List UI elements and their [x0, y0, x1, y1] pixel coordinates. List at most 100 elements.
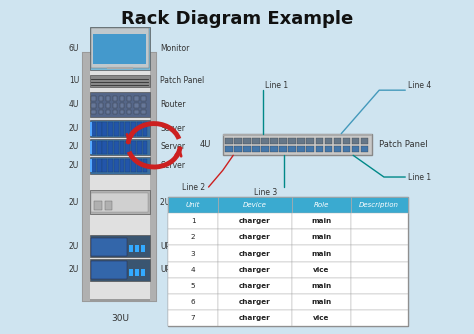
Bar — [91, 122, 96, 136]
Bar — [292, 213, 351, 229]
Bar — [141, 245, 145, 252]
Bar — [234, 138, 242, 144]
Bar — [298, 138, 305, 144]
Bar — [279, 138, 287, 144]
Bar — [90, 141, 92, 154]
Bar — [252, 138, 260, 144]
Text: 2U Tape Drive: 2U Tape Drive — [160, 198, 213, 206]
Bar — [351, 197, 408, 213]
Bar — [119, 96, 124, 101]
Bar — [352, 138, 359, 144]
Bar — [292, 229, 351, 245]
Bar — [168, 262, 218, 278]
Text: charger: charger — [239, 218, 271, 224]
Text: Line 3: Line 3 — [254, 188, 277, 196]
Bar — [361, 138, 368, 144]
Bar — [143, 159, 147, 172]
Text: main: main — [311, 234, 331, 240]
Bar — [261, 146, 269, 152]
Text: 3: 3 — [191, 250, 195, 257]
Text: 2U: 2U — [69, 124, 79, 133]
Text: 2U: 2U — [69, 198, 79, 206]
Bar — [90, 92, 150, 117]
Bar — [298, 146, 305, 152]
Bar — [223, 134, 372, 155]
Bar — [91, 110, 96, 114]
Bar — [99, 96, 103, 101]
Bar — [351, 213, 408, 229]
Bar — [168, 229, 218, 245]
Bar — [113, 103, 118, 108]
Bar — [97, 122, 101, 136]
Bar — [90, 159, 92, 172]
Bar — [119, 122, 125, 136]
Text: Rack Diagram Example: Rack Diagram Example — [121, 10, 353, 28]
Bar — [91, 261, 127, 279]
Bar — [292, 197, 351, 213]
Bar — [119, 141, 125, 154]
Bar — [90, 139, 150, 155]
Bar — [316, 138, 323, 144]
Bar — [351, 310, 408, 326]
Bar — [352, 146, 359, 152]
Bar — [114, 141, 118, 154]
Bar — [243, 146, 251, 152]
Text: 2: 2 — [191, 234, 195, 240]
Bar — [168, 310, 218, 326]
Bar — [218, 262, 292, 278]
Bar — [143, 122, 147, 136]
Bar — [243, 138, 251, 144]
Bar — [168, 197, 408, 326]
Text: 4: 4 — [191, 267, 195, 273]
Bar — [83, 53, 90, 301]
Bar — [119, 110, 124, 114]
Text: Line 1: Line 1 — [265, 81, 289, 90]
Text: charger: charger — [239, 315, 271, 321]
Bar — [168, 245, 218, 262]
Bar — [141, 110, 146, 114]
Bar — [94, 201, 102, 210]
Bar — [90, 122, 92, 136]
Text: Unit: Unit — [186, 202, 201, 208]
Bar — [135, 269, 139, 276]
Text: 5: 5 — [191, 283, 195, 289]
Bar — [218, 197, 292, 213]
Bar — [97, 159, 101, 172]
Bar — [105, 201, 112, 210]
Bar — [134, 103, 138, 108]
Bar — [91, 141, 96, 154]
Bar — [93, 34, 146, 64]
Text: Server: Server — [160, 161, 185, 170]
Bar — [225, 138, 233, 144]
Text: Patch Panel: Patch Panel — [160, 76, 204, 86]
Text: 4U: 4U — [200, 140, 211, 149]
Bar — [126, 122, 130, 136]
Bar — [292, 278, 351, 294]
Text: charger: charger — [239, 267, 271, 273]
Bar — [218, 245, 292, 262]
Bar — [106, 103, 110, 108]
Bar — [325, 138, 332, 144]
Text: 2U: 2U — [69, 143, 79, 151]
Bar — [131, 141, 136, 154]
Text: Device: Device — [243, 202, 267, 208]
Bar — [288, 146, 296, 152]
Bar — [270, 138, 278, 144]
Bar — [325, 146, 332, 152]
Bar — [218, 310, 292, 326]
Text: Server: Server — [160, 143, 185, 151]
Bar — [218, 278, 292, 294]
Text: 4U: 4U — [69, 100, 79, 109]
Text: Line 1: Line 1 — [408, 173, 431, 181]
Bar — [91, 103, 96, 108]
Text: Monitor: Monitor — [160, 44, 190, 53]
Bar — [108, 122, 113, 136]
Text: 1U: 1U — [69, 76, 79, 86]
Bar — [90, 235, 150, 257]
Bar — [351, 245, 408, 262]
Bar — [102, 159, 107, 172]
Bar — [218, 294, 292, 310]
Bar — [131, 159, 136, 172]
Bar — [137, 159, 142, 172]
Text: Patch Panel: Patch Panel — [379, 140, 428, 149]
